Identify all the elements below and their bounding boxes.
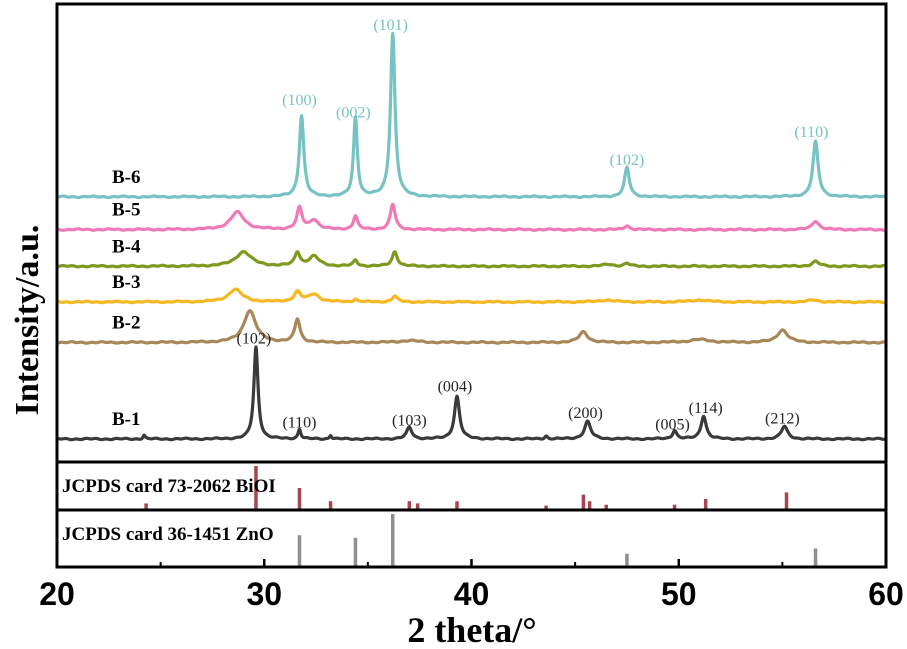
peak-label: (002) — [336, 105, 371, 122]
reference-label: JCPDS card 36-1451 ZnO — [62, 524, 274, 545]
peak-label: (005) — [655, 416, 690, 433]
peak-label-layer: B-1 B-2 B-3 B-4 B-5 B-6 (102) (110) (103) (004) (2… — [112, 17, 828, 434]
peak-label: (103) — [392, 412, 427, 429]
series-label-B-3: B-3 — [112, 272, 141, 293]
series-line-B-2 — [55, 309, 888, 345]
reference-label: JCPDS card 73-2062 BiOI — [62, 476, 276, 497]
series-label-B-4: B-4 — [112, 236, 141, 257]
series-line-B-4 — [55, 249, 888, 269]
x-tick-label: 40 — [454, 576, 490, 612]
series-line-B-5 — [55, 202, 888, 232]
series-label-B-1: B-1 — [112, 409, 141, 430]
peak-label: (102) — [610, 152, 645, 169]
peak-label: (110) — [282, 414, 316, 431]
peak-label: (004) — [438, 379, 473, 396]
series-label-B-6: B-6 — [112, 167, 141, 188]
peak-label: (212) — [765, 411, 800, 428]
series-line-B-1 — [55, 345, 888, 442]
peak-label: (200) — [568, 405, 603, 422]
peak-label: (110) — [794, 124, 828, 141]
x-tick-label: 30 — [246, 576, 282, 612]
y-axis-title: Intensity/a.u. — [9, 225, 46, 416]
x-axis-title: 2 theta/° — [407, 610, 536, 649]
series-label-B-2: B-2 — [112, 313, 141, 334]
peak-label: (101) — [373, 17, 408, 34]
x-tick-label: 60 — [868, 576, 904, 612]
peak-label: (114) — [689, 400, 723, 417]
series-layer — [55, 31, 888, 442]
x-tick-label: 50 — [661, 576, 697, 612]
peak-label: (102) — [237, 330, 272, 347]
reference-layer: JCPDS card 73-2062 BiOI JCPDS card 36-145… — [62, 466, 818, 567]
series-line-B-3 — [55, 287, 888, 305]
x-tick-label: 20 — [39, 576, 75, 612]
peak-label: (100) — [282, 92, 317, 109]
series-label-B-5: B-5 — [112, 200, 141, 221]
x-axis: 20 30 40 50 60 — [39, 559, 904, 612]
plot-frame — [55, 2, 888, 569]
series-line-B-6 — [55, 31, 888, 200]
